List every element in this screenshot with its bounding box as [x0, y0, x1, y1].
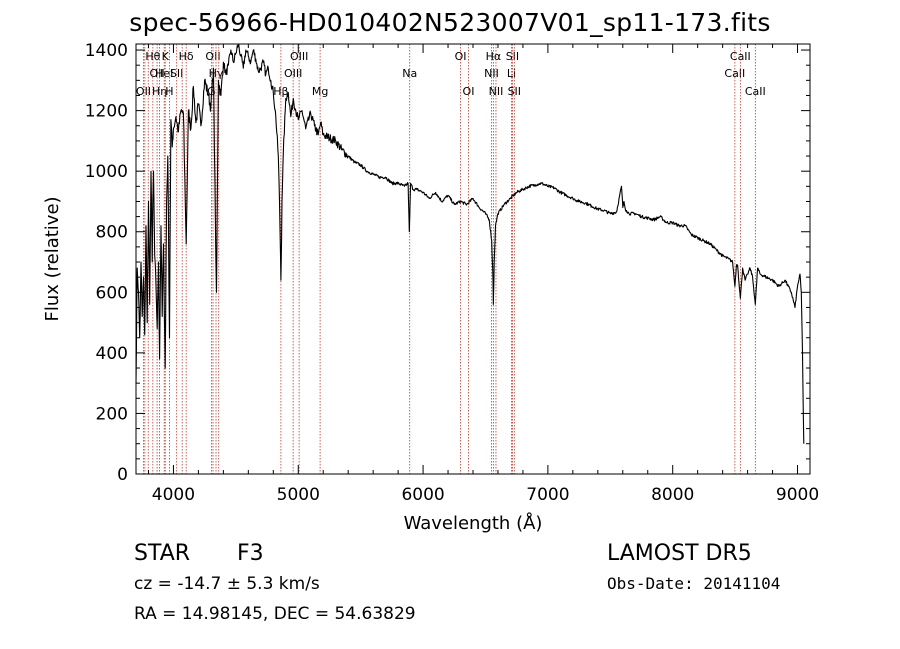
marker-label: OII	[136, 85, 151, 98]
marker-label: OI	[455, 50, 467, 63]
x-tick-label: 7000	[526, 485, 569, 505]
y-tick-label: 200	[96, 404, 128, 424]
survey-name: LAMOST DR5	[607, 541, 752, 566]
marker-label: Hα	[486, 50, 502, 63]
y-tick-label: 400	[96, 344, 128, 364]
marker-label: OIII	[290, 50, 308, 63]
marker-label: Mg	[312, 85, 328, 98]
marker-label: SII	[508, 85, 521, 98]
marker-label: OI	[463, 85, 475, 98]
marker-label: CaII	[724, 67, 745, 80]
x-tick-label: 8000	[651, 485, 694, 505]
chart-title: spec-56966-HD010402N523007V01_sp11-173.f…	[129, 8, 771, 37]
marker-label: Hθ	[145, 50, 160, 63]
marker-label: Na	[402, 67, 417, 80]
coordinates: RA = 14.98145, DEC = 54.63829	[134, 604, 416, 624]
x-axis-label: Wavelength (Å)	[404, 512, 543, 534]
y-tick-label: 0	[117, 465, 128, 485]
x-tick-label: 9000	[776, 485, 819, 505]
object-class: STAR	[134, 541, 191, 566]
marker-label: Hγ	[209, 67, 224, 80]
y-tick-label: 800	[96, 223, 128, 243]
plot-frame	[135, 43, 811, 475]
marker-label: NII	[484, 67, 499, 80]
marker-label: Hη	[152, 85, 167, 98]
marker-label: NII	[489, 85, 504, 98]
marker-label: Hβ	[273, 85, 288, 98]
marker-label: OII	[150, 67, 165, 80]
marker-label: K	[162, 50, 170, 63]
spectral-subclass: F3	[237, 541, 264, 566]
spectrum-line	[135, 43, 805, 444]
marker-label: Hδ	[179, 50, 194, 63]
marker-label: SII	[170, 67, 183, 80]
x-tick-label: 5000	[277, 485, 320, 505]
marker-label: H	[165, 85, 173, 98]
y-tick-label: 600	[96, 283, 128, 303]
emission-line-markers: OIIHθOIIHηHeIKHSIIHδGOIIHγHβOIIIOIIIMgNa…	[136, 44, 766, 474]
spectrum-line-group	[135, 43, 805, 444]
marker-label: CaII	[730, 50, 751, 63]
axis-tick-labels: 4000 5000 6000 7000 8000 9000 0 200 400 600 800 100…	[85, 41, 819, 505]
marker-label: OIII	[284, 67, 302, 80]
redshift-text: cz = -14.7 ± 5.3 km/s	[134, 574, 320, 594]
x-tick-label: 6000	[401, 485, 444, 505]
marker-label: HeI	[155, 67, 173, 80]
marker-label: Li	[507, 67, 516, 80]
y-tick-label: 1000	[85, 162, 128, 182]
axis-ticks	[136, 44, 810, 475]
marker-label: CaII	[745, 85, 766, 98]
marker-label: OII	[205, 50, 220, 63]
x-tick-label: 4000	[152, 485, 195, 505]
y-tick-label: 1200	[85, 102, 128, 122]
y-axis-label: Flux (relative)	[42, 196, 63, 321]
marker-label: SII	[506, 50, 519, 63]
y-tick-label: 1400	[85, 41, 128, 61]
obs-date: Obs-Date: 20141104	[607, 574, 781, 593]
